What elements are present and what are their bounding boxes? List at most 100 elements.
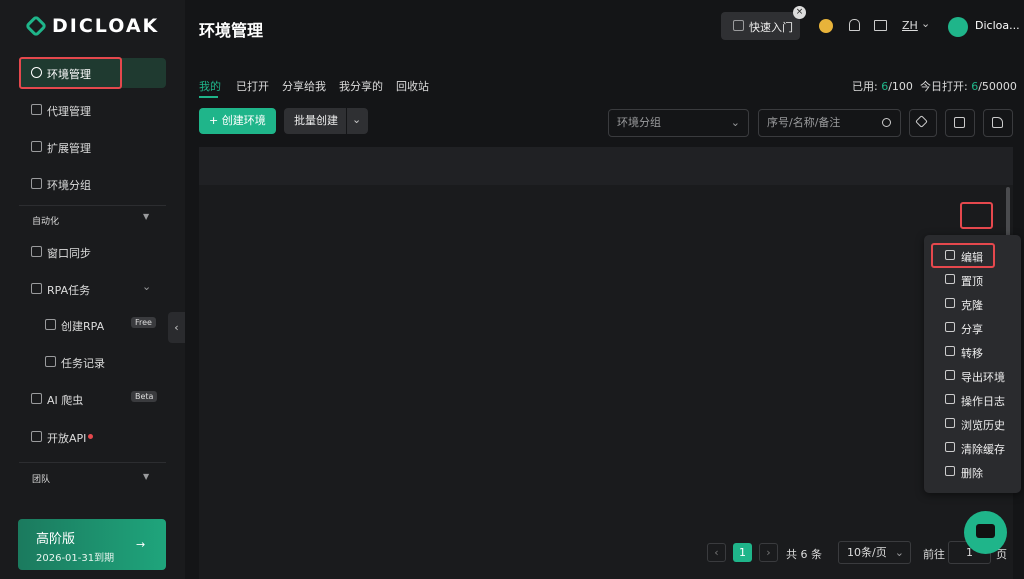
nav-item[interactable]: 创建RPA	[61, 320, 105, 333]
menu-icon	[945, 418, 955, 428]
nav-item[interactable]: 代理管理	[47, 105, 91, 118]
menu-item[interactable]: 清除缓存	[961, 443, 1005, 456]
status-dot	[88, 434, 93, 439]
nav-badge: Beta	[131, 391, 158, 402]
used-stat: 已用: 6/100	[852, 78, 913, 94]
tab[interactable]: 已打开	[236, 80, 269, 93]
nav-item[interactable]: AI 爬虫	[47, 394, 84, 407]
menu-item[interactable]: 浏览历史	[961, 419, 1005, 432]
menu-icon	[945, 322, 955, 332]
menu-item[interactable]: 删除	[961, 467, 983, 480]
group-placeholder: 环境分组	[617, 116, 661, 129]
context-menu	[924, 235, 1021, 493]
batch-label: 批量创建	[294, 114, 338, 127]
tag-button[interactable]	[983, 109, 1013, 137]
tab[interactable]: 回收站	[396, 80, 429, 93]
nav-item[interactable]: 任务记录	[61, 357, 105, 370]
plan-name: 高阶版	[36, 532, 76, 547]
scrollbar[interactable]	[1006, 187, 1010, 270]
clean-icon	[954, 117, 965, 128]
page-size-select[interactable]: 10条/页 ⌄	[838, 541, 911, 564]
collapse-button[interactable]: ‹	[168, 312, 185, 343]
tag-icon	[992, 117, 1003, 128]
next-page[interactable]: ›	[759, 543, 778, 562]
chevron[interactable]: ▼	[143, 472, 150, 481]
coin-icon[interactable]	[819, 19, 833, 33]
menu-icon	[945, 298, 955, 308]
chat-icon	[976, 524, 995, 538]
nav-item[interactable]: 环境分组	[47, 179, 91, 192]
chevron[interactable]: ⌄	[142, 280, 152, 293]
nav-item[interactable]: 窗口同步	[47, 247, 91, 260]
user-name[interactable]: Dicloa...	[975, 19, 1020, 32]
used-total: /100	[888, 80, 913, 93]
section-title: 团队	[32, 475, 51, 485]
clean-button[interactable]	[945, 109, 975, 137]
pagination-bar	[199, 533, 1013, 579]
chevron: ⌄	[730, 116, 740, 129]
logo: DICLOAK	[52, 15, 160, 37]
avatar[interactable]	[948, 17, 968, 37]
nav-icon	[31, 393, 42, 404]
chevron[interactable]: ⌄	[352, 113, 362, 126]
menu-icon	[945, 442, 955, 452]
today-total: /50000	[978, 80, 1017, 93]
nav-icon	[45, 356, 56, 367]
nav-item[interactable]: RPA任务	[47, 284, 91, 297]
chevron[interactable]: ▼	[143, 212, 150, 221]
nav-item[interactable]: 开放API	[47, 432, 87, 445]
close-badge[interactable]: ×	[793, 6, 806, 19]
divider	[346, 108, 347, 134]
table-header	[199, 147, 1013, 185]
current-page[interactable]: 1	[733, 543, 752, 562]
plan-arrow: →	[136, 538, 146, 551]
menu-item[interactable]: 分享	[961, 323, 983, 336]
plan-card[interactable]	[18, 519, 166, 570]
table	[199, 147, 1013, 577]
page-size: 10条/页	[847, 546, 887, 559]
menu-icon	[945, 394, 955, 404]
prev-page[interactable]: ‹	[707, 543, 726, 562]
menu-item[interactable]: 克隆	[961, 299, 983, 312]
search-placeholder: 序号/名称/备注	[767, 116, 841, 129]
search-icon	[882, 118, 891, 127]
nav-item[interactable]: 环境管理	[47, 68, 91, 81]
today-stat: 今日打开: 6/50000	[920, 78, 1017, 94]
book-icon[interactable]	[874, 20, 887, 31]
batch-button[interactable]: 批量创建	[284, 108, 368, 134]
used-value: 6	[881, 80, 889, 93]
create-button[interactable]: + 创建环境	[199, 108, 276, 134]
nav-badge: Free	[131, 317, 156, 328]
menu-item[interactable]: 置顶	[961, 275, 983, 288]
nav-icon	[31, 283, 42, 294]
menu-icon	[945, 370, 955, 380]
menu-item[interactable]: 转移	[961, 347, 983, 360]
bell-icon[interactable]	[849, 19, 860, 31]
menu-icon	[945, 274, 955, 284]
tab[interactable]: 我的	[199, 80, 221, 93]
tab-underline	[199, 96, 218, 98]
tab[interactable]: 我分享的	[339, 80, 383, 93]
search-input[interactable]: 序号/名称/备注	[758, 109, 901, 137]
group-select[interactable]: 环境分组 ⌄	[608, 109, 749, 137]
chat-button[interactable]	[964, 511, 1007, 554]
nav-icon	[45, 319, 56, 330]
active-nav-bg	[19, 58, 166, 88]
menu-icon	[945, 346, 955, 356]
chevron: ⌄	[894, 546, 904, 559]
quick-start-label: 快速入门	[749, 21, 793, 34]
quick-start-button[interactable]	[721, 12, 800, 40]
goto-label: 前往	[923, 548, 945, 561]
language[interactable]: ZH	[902, 19, 918, 32]
menu-item[interactable]: 编辑	[961, 251, 983, 264]
filter-button[interactable]	[909, 109, 937, 137]
menu-icon	[945, 466, 955, 476]
menu-item[interactable]: 操作日志	[961, 395, 1005, 408]
nav-item[interactable]: 扩展管理	[47, 142, 91, 155]
tab[interactable]: 分享给我	[282, 80, 326, 93]
today-value: 6	[971, 80, 979, 93]
menu-icon	[945, 250, 955, 260]
highlight	[931, 243, 995, 268]
menu-item[interactable]: 导出环境	[961, 371, 1005, 384]
